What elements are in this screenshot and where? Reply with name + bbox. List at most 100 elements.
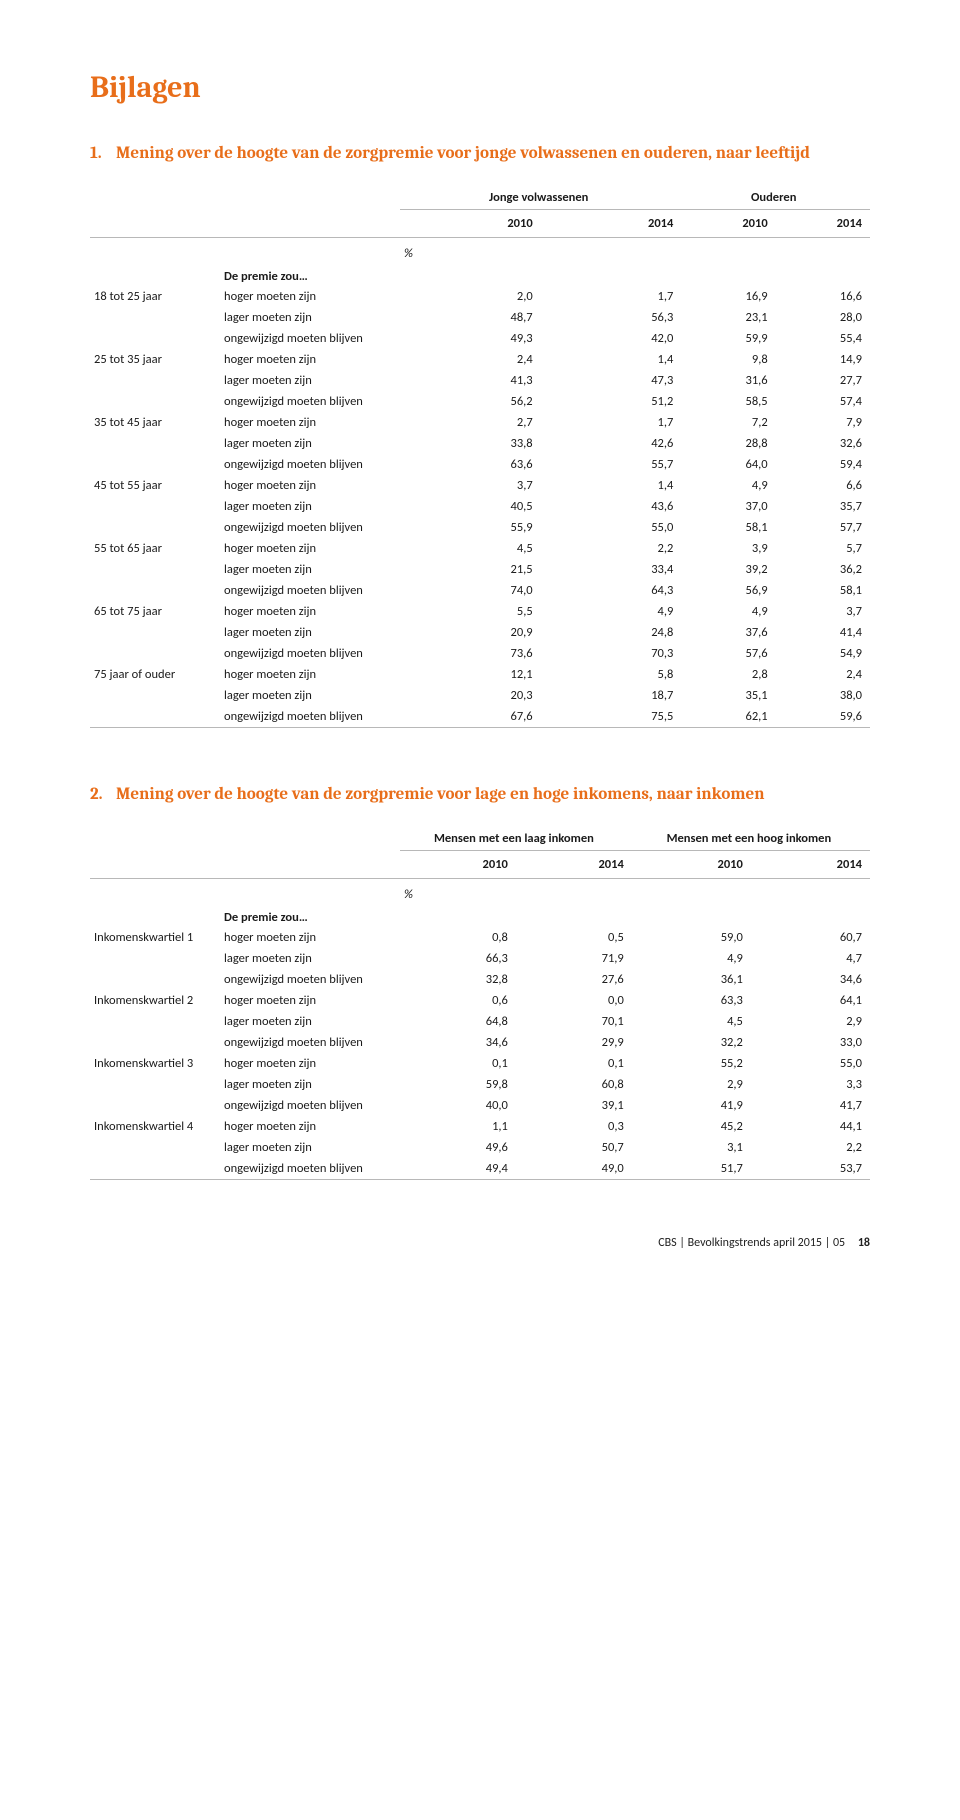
footer-text: CBS | Bevolkingstrends april 2015 | 05 [658, 1236, 845, 1250]
table-cell-value: 57,6 [681, 643, 775, 664]
table-row: lager moeten zijn48,756,323,128,0 [90, 307, 870, 328]
table-cell-value: 33,0 [751, 1032, 870, 1053]
table-cell-value: 2,4 [400, 349, 541, 370]
table-row-sublabel: hoger moeten zijn [220, 538, 400, 559]
table-cell-value: 0,1 [516, 1053, 632, 1074]
table-row: Inkomenskwartiel 2hoger moeten zijn0,60,… [90, 990, 870, 1011]
table-cell-value: 4,9 [681, 475, 775, 496]
table-row-sublabel: lager moeten zijn [220, 433, 400, 454]
table-row-group-label [90, 1095, 220, 1116]
table-2-year-4: 2014 [751, 850, 870, 878]
table-row-group-label [90, 1158, 220, 1180]
table-row-group-label: Inkomenskwartiel 1 [90, 927, 220, 948]
table-row: lager moeten zijn20,924,837,641,4 [90, 622, 870, 643]
table-cell-value: 4,5 [400, 538, 541, 559]
document-page: Bijlagen 1. Mening over de hoogte van de… [0, 0, 960, 1290]
table-cell-value: 55,4 [776, 328, 870, 349]
table-cell-value: 3,7 [776, 601, 870, 622]
table-cell-value: 0,8 [400, 927, 516, 948]
table-2-group-1: Mensen met een laag inkomen [400, 825, 632, 851]
table-cell-value: 59,9 [681, 328, 775, 349]
table-row-group-label [90, 1137, 220, 1158]
table-row-sublabel: lager moeten zijn [220, 622, 400, 643]
table-1-year-row: 2010 2014 2010 2014 [90, 209, 870, 237]
table-percent-row: % [90, 237, 870, 263]
table-cell-blank [751, 904, 870, 927]
table-cell-value: 41,3 [400, 370, 541, 391]
table-cell-value: 42,0 [541, 328, 682, 349]
table-row: ongewijzigd moeten blijven74,064,356,958… [90, 580, 870, 601]
table-cell-value: 42,6 [541, 433, 682, 454]
table-2-group-2: Mensen met een hoog inkomen [632, 825, 870, 851]
table-cell-value: 71,9 [516, 948, 632, 969]
table-cell-value: 40,5 [400, 496, 541, 517]
table-cell-value: 2,4 [776, 664, 870, 685]
table-row: lager moeten zijn66,371,94,94,7 [90, 948, 870, 969]
table-row-group-label [90, 517, 220, 538]
table-row-sublabel: lager moeten zijn [220, 496, 400, 517]
table-row: 45 tot 55 jaarhoger moeten zijn3,71,44,9… [90, 475, 870, 496]
table-cell-value: 28,0 [776, 307, 870, 328]
table-cell-value: 58,1 [776, 580, 870, 601]
table-cell-value: 60,8 [516, 1074, 632, 1095]
table-header-blank [90, 850, 400, 878]
table-row: 35 tot 45 jaarhoger moeten zijn2,71,77,2… [90, 412, 870, 433]
table-cell-value: 64,0 [681, 454, 775, 475]
table-row-sublabel: hoger moeten zijn [220, 601, 400, 622]
table-cell-value: 4,9 [681, 601, 775, 622]
table-percent-symbol: % [400, 237, 870, 263]
table-cell-value: 75,5 [541, 706, 682, 728]
table-cell-value: 55,2 [632, 1053, 751, 1074]
table-1-year-1: 2010 [400, 209, 541, 237]
table-cell-value: 63,6 [400, 454, 541, 475]
table-row-group-label: Inkomenskwartiel 2 [90, 990, 220, 1011]
table-2: Mensen met een laag inkomen Mensen met e… [90, 825, 870, 1180]
table-cell-value: 58,5 [681, 391, 775, 412]
table-row-group-label: 25 tot 35 jaar [90, 349, 220, 370]
table-row-group-label [90, 391, 220, 412]
table-cell-value: 41,9 [632, 1095, 751, 1116]
section-2-title: 2. Mening over de hoogte van de zorgprem… [90, 784, 870, 807]
table-row-sublabel: ongewijzigd moeten blijven [220, 328, 400, 349]
table-cell-value: 59,4 [776, 454, 870, 475]
table-header-blank [90, 184, 400, 210]
table-cell-value: 2,0 [400, 286, 541, 307]
table-subheader-label: De premie zou… [220, 263, 400, 286]
section-2-title-text: Mening over de hoogte van de zorgpremie … [116, 784, 765, 807]
table-1-body: %De premie zou…18 tot 25 jaarhoger moete… [90, 237, 870, 727]
table-2-head: Mensen met een laag inkomen Mensen met e… [90, 825, 870, 879]
table-1-year-3: 2010 [681, 209, 775, 237]
table-cell-blank [681, 263, 775, 286]
table-cell-value: 24,8 [541, 622, 682, 643]
table-percent-symbol: % [400, 878, 870, 904]
table-cell-value: 73,6 [400, 643, 541, 664]
table-cell-value: 0,0 [516, 990, 632, 1011]
table-cell-value: 1,7 [541, 412, 682, 433]
table-cell-value: 7,9 [776, 412, 870, 433]
table-2-year-row: 2010 2014 2010 2014 [90, 850, 870, 878]
table-cell-value: 70,1 [516, 1011, 632, 1032]
table-cell-value: 59,8 [400, 1074, 516, 1095]
table-cell-value: 50,7 [516, 1137, 632, 1158]
table-2-year-2: 2014 [516, 850, 632, 878]
table-cell-value: 29,9 [516, 1032, 632, 1053]
table-cell-value: 55,0 [751, 1053, 870, 1074]
table-2-group-row: Mensen met een laag inkomen Mensen met e… [90, 825, 870, 851]
table-row-group-label [90, 706, 220, 728]
table-cell-value: 14,9 [776, 349, 870, 370]
table-cell-value: 2,9 [751, 1011, 870, 1032]
table-1: Jonge volwassenen Ouderen 2010 2014 2010… [90, 184, 870, 728]
table-cell-value: 64,3 [541, 580, 682, 601]
table-cell-value: 34,6 [751, 969, 870, 990]
table-subheader-row: De premie zou… [90, 904, 870, 927]
table-row-sublabel: hoger moeten zijn [220, 1116, 400, 1137]
table-row: 75 jaar of ouderhoger moeten zijn12,15,8… [90, 664, 870, 685]
table-cell-value: 2,7 [400, 412, 541, 433]
table-cell-value: 48,7 [400, 307, 541, 328]
table-cell-value: 64,8 [400, 1011, 516, 1032]
table-cell-value: 32,2 [632, 1032, 751, 1053]
table-cell-value: 63,3 [632, 990, 751, 1011]
table-row-group-label [90, 454, 220, 475]
table-cell-value: 2,2 [541, 538, 682, 559]
table-cell-value: 31,6 [681, 370, 775, 391]
